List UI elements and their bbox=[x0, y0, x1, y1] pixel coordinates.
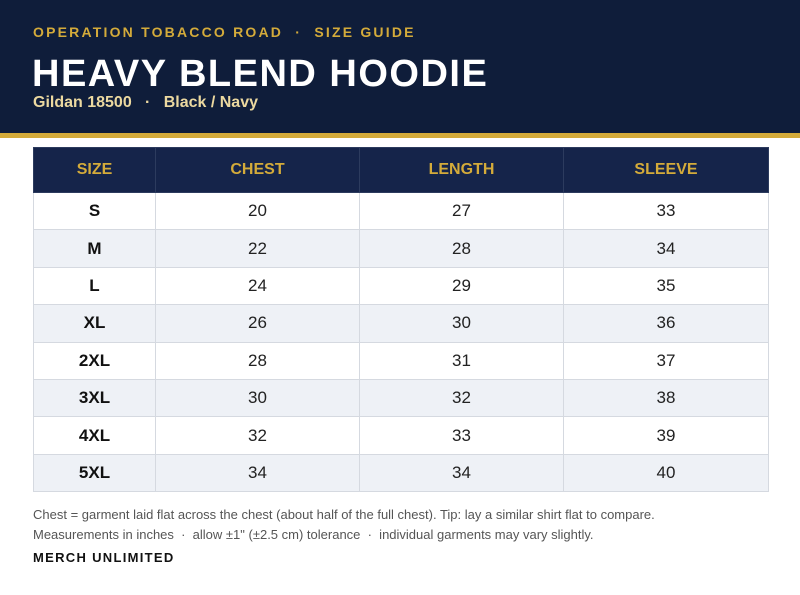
measure-cell: 27 bbox=[359, 191, 564, 231]
title: HEAVY BLEND HOODIE bbox=[32, 53, 489, 95]
measure-cell: 22 bbox=[155, 229, 360, 268]
measure-cell: 34 bbox=[359, 453, 564, 493]
measure-cell: 20 bbox=[155, 191, 360, 231]
measure-cell: 30 bbox=[359, 304, 564, 343]
size-cell: 2XL bbox=[33, 341, 156, 380]
size-cell: S bbox=[33, 191, 156, 231]
table-row: 4XL 32 33 39 bbox=[33, 416, 769, 455]
measure-cell: 29 bbox=[359, 266, 564, 306]
eyebrow: OPERATION TOBACCO ROAD · SIZE GUIDE bbox=[33, 24, 416, 40]
measure-cell: 28 bbox=[155, 341, 360, 380]
table-row: 2XL 28 31 37 bbox=[33, 341, 769, 380]
size-cell: L bbox=[33, 266, 156, 306]
size-cell: 5XL bbox=[33, 453, 156, 493]
table-row: S 20 27 33 bbox=[33, 191, 769, 231]
measure-cell: 32 bbox=[155, 416, 360, 455]
size-cell: 4XL bbox=[33, 416, 156, 455]
measure-cell: 30 bbox=[155, 378, 360, 418]
measure-cell: 35 bbox=[563, 266, 769, 306]
size-table: SIZE CHEST LENGTH SLEEVE S 20 27 33 M 22 28 34 L 24 2… bbox=[33, 147, 769, 493]
size-cell: 3XL bbox=[33, 378, 156, 418]
note: Chest = garment laid flat across the che… bbox=[33, 507, 655, 522]
table-row: 3XL 30 32 38 bbox=[33, 378, 769, 418]
size-cell: M bbox=[33, 229, 156, 268]
table-row: M 22 28 34 bbox=[33, 229, 769, 268]
measure-cell: 37 bbox=[563, 341, 769, 380]
measure-cell: 32 bbox=[359, 378, 564, 418]
measure-cell: 31 bbox=[359, 341, 564, 380]
measure-cell: 33 bbox=[563, 191, 769, 231]
measure-cell: 24 bbox=[155, 266, 360, 306]
measure-cell: 39 bbox=[563, 416, 769, 455]
measure-cell: 34 bbox=[563, 229, 769, 268]
header-band bbox=[0, 0, 800, 133]
measure-cell: 36 bbox=[563, 304, 769, 343]
subtitle: Gildan 18500 · Black / Navy bbox=[33, 94, 258, 111]
footer: MERCH UNLIMITED bbox=[33, 550, 175, 565]
column-header: SIZE bbox=[33, 147, 156, 193]
measure-cell: 28 bbox=[359, 229, 564, 268]
column-header: CHEST bbox=[155, 147, 360, 193]
header-row: SIZE CHEST LENGTH SLEEVE bbox=[33, 147, 769, 193]
measure-cell: 40 bbox=[563, 453, 769, 493]
table-body: S 20 27 33 M 22 28 34 L 24 29 35 XL 26 30 36 2XL 28 31 37 3X… bbox=[33, 191, 769, 493]
table-row: L 24 29 35 bbox=[33, 266, 769, 306]
column-header: LENGTH bbox=[359, 147, 564, 193]
measure-cell: 34 bbox=[155, 453, 360, 493]
measure-cell: 26 bbox=[155, 304, 360, 343]
header-stripe bbox=[0, 133, 800, 138]
size-cell: XL bbox=[33, 304, 156, 343]
table-row: XL 26 30 36 bbox=[33, 304, 769, 343]
measure-cell: 33 bbox=[359, 416, 564, 455]
note: Measurements in inches · allow ±1" (±2.5… bbox=[33, 527, 594, 542]
column-header: SLEEVE bbox=[563, 147, 769, 193]
measure-cell: 38 bbox=[563, 378, 769, 418]
table-row: 5XL 34 34 40 bbox=[33, 453, 769, 493]
